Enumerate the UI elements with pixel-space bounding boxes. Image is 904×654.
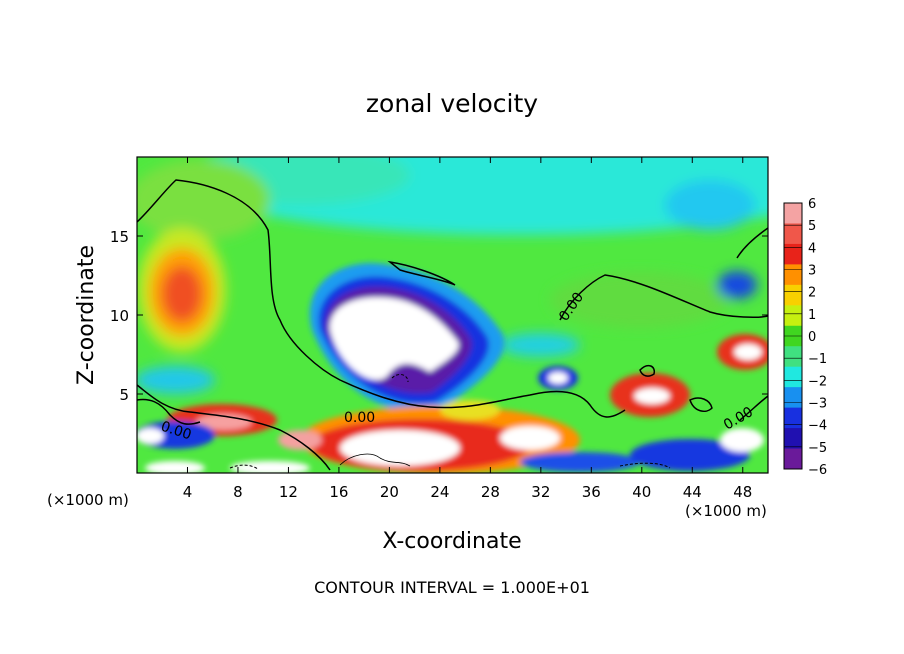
y-axis: 5 10 15 [110, 228, 768, 404]
heatmap-field: 0.00 0.00 0.00 0.00 [137, 157, 768, 473]
colorbar-swatch [784, 243, 802, 265]
chart-title: zonal velocity [366, 89, 538, 118]
x-tick-label: 48 [733, 483, 752, 501]
colorbar-swatch [784, 366, 802, 388]
lower-right-white-2 [720, 428, 764, 452]
lower-left-white [137, 428, 164, 444]
colorbar-swatch [784, 264, 802, 286]
colorbar-swatch [784, 346, 802, 368]
contour-label: 0.00 [344, 410, 375, 426]
colorbar-swatch [784, 305, 802, 327]
colorbar-tick-label: 2 [808, 286, 816, 301]
zero-contours [137, 179, 768, 471]
left-positive-max [162, 266, 202, 322]
lower-positive-core-2 [500, 426, 560, 450]
y-axis-label: Z-coordinate [74, 245, 99, 385]
colorbar-swatch [784, 223, 802, 245]
x-tick-label: 4 [183, 483, 193, 501]
x-tick-label: 32 [531, 483, 550, 501]
x-tick-label: 40 [632, 483, 651, 501]
colorbar-tick-label: −6 [808, 463, 827, 478]
x-axis: 4 8 12 16 20 24 28 32 36 40 44 48 [183, 157, 752, 501]
colorbar-tick-label: 1 [808, 308, 816, 323]
lower-right-white [634, 388, 670, 404]
colorbar-swatch [784, 387, 802, 409]
negative-jet-core [329, 297, 459, 380]
bottom-mid-white [230, 461, 310, 473]
x-tick-label: 16 [329, 483, 348, 501]
colorbar-tick-label: −2 [808, 374, 827, 389]
upper-blue-patch [665, 180, 755, 230]
lower-yellow-mid [440, 400, 500, 420]
colorbar-swatch [784, 428, 802, 450]
colorbar-tick-label: 3 [808, 264, 816, 279]
lower-positive-core-1 [340, 430, 460, 466]
y-tick-label: 10 [110, 307, 129, 325]
lower-cyan-right [500, 333, 580, 357]
colorbar-swatch [784, 407, 802, 429]
lower-right-blue [630, 439, 750, 471]
colorbar-tick-label: −4 [808, 419, 827, 434]
colorbar-swatch [784, 203, 802, 224]
lower-blue-strip [520, 452, 640, 472]
x-axis-label: X-coordinate [382, 529, 521, 554]
x-tick-label: 44 [683, 483, 702, 501]
y-tick-label: 5 [119, 386, 129, 404]
colorbar-tick-label: 0 [808, 330, 816, 345]
x-tick-label: 20 [380, 483, 399, 501]
x-tick-label: 12 [279, 483, 298, 501]
blue-eddy-core [548, 372, 568, 384]
colorbar-tick-label: −5 [808, 441, 827, 456]
colorbar-tick-label: 6 [808, 197, 816, 212]
colorbar-tick-label: 5 [808, 219, 816, 234]
right-white-patch [734, 344, 762, 360]
x-unit-left: (×1000 m) [47, 491, 129, 509]
colorbar-swatch [784, 448, 802, 470]
y-tick-label: 15 [110, 228, 129, 246]
bottom-left-white [145, 461, 205, 473]
left-upper-green [137, 160, 270, 240]
colorbar-swatch [784, 284, 802, 306]
colorbar-tick-label: −1 [808, 352, 827, 367]
lower-cyan-left [137, 366, 215, 394]
contour-interval-note: CONTOUR INTERVAL = 1.000E+01 [314, 578, 590, 597]
x-tick-label: 8 [233, 483, 243, 501]
x-unit-right: (×1000 m) [685, 502, 767, 520]
colorbar: 6 5 4 3 2 1 0 −1 −2 −3 −4 −5 −6 [783, 197, 827, 478]
thin-contours [339, 453, 411, 467]
dashed-contours [229, 374, 671, 470]
x-tick-label: 28 [481, 483, 500, 501]
colorbar-tick-label: 4 [808, 241, 816, 256]
colorbar-tick-label: −3 [808, 397, 827, 412]
right-blue-patch [717, 271, 757, 299]
x-tick-label: 36 [582, 483, 601, 501]
right-mid-green [550, 272, 730, 328]
x-tick-label: 24 [430, 483, 449, 501]
